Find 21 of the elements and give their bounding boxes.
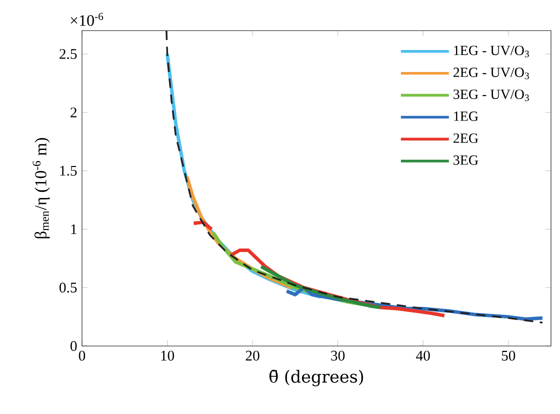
x-tick-label: 10	[161, 350, 174, 361]
legend-label: 2EG - UV/O$_{3}$	[453, 68, 529, 80]
y-tick-label: 1	[71, 224, 76, 234]
y-tick-label: 0.5	[60, 282, 77, 293]
y-tick-label: 1.5	[60, 166, 77, 176]
legend-label: 3EG	[454, 155, 478, 165]
legend-label: 3EG - UV/O$_{3}$	[454, 90, 529, 102]
y-tick-label: 2	[70, 108, 76, 118]
legend-label: 2EG	[453, 133, 478, 143]
y-tick-label: 2.5	[60, 49, 77, 59]
x-axis-title: θ̄ (degrees)	[269, 370, 364, 386]
x-tick-label: 40	[416, 350, 430, 361]
x-tick-label: 0	[78, 350, 86, 361]
legend-label: 1EG - UV/O$_{3}$	[454, 46, 529, 58]
x-tick-label: 20	[246, 350, 260, 361]
text: ×10$^{-6}$	[70, 12, 104, 26]
x-tick-label: 30	[331, 350, 345, 361]
x-tick-label: 50	[502, 350, 516, 361]
y-axis-title: β$_{men}$/η (10$^{-6}$ m)	[32, 138, 50, 238]
legend-label: 1EG	[454, 112, 478, 121]
y-tick-label: 0	[70, 341, 77, 351]
